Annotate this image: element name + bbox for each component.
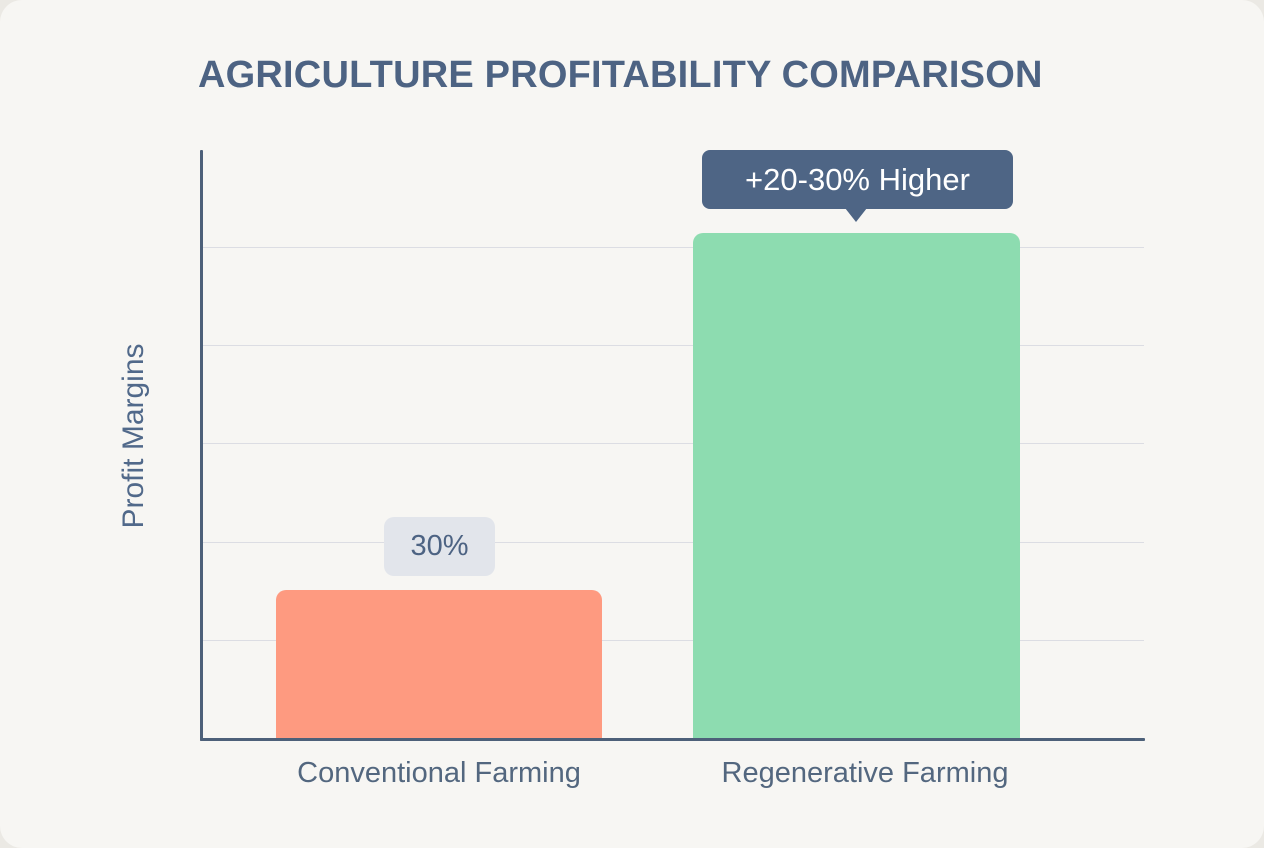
- conventional-value-label: 30%: [384, 517, 495, 576]
- bar-regenerative-farming: [693, 233, 1020, 739]
- y-axis-label: Profit Margins: [117, 343, 150, 529]
- regenerative-callout: +20-30% Higher: [702, 150, 1013, 209]
- gridline: [203, 443, 1144, 444]
- y-axis-line: [200, 150, 203, 741]
- x-tick-label-conventional: Conventional Farming: [297, 757, 581, 789]
- bar-conventional-farming: [276, 590, 602, 739]
- gridline: [203, 640, 1144, 641]
- gridline: [203, 345, 1144, 346]
- callout-pointer-icon: [845, 208, 867, 222]
- chart-title: AGRICULTURE PROFITABILITY COMPARISON: [198, 54, 1043, 96]
- x-tick-label-regenerative: Regenerative Farming: [721, 757, 1009, 789]
- gridline: [203, 542, 1144, 543]
- x-axis-line: [200, 738, 1145, 741]
- gridline: [203, 247, 1144, 248]
